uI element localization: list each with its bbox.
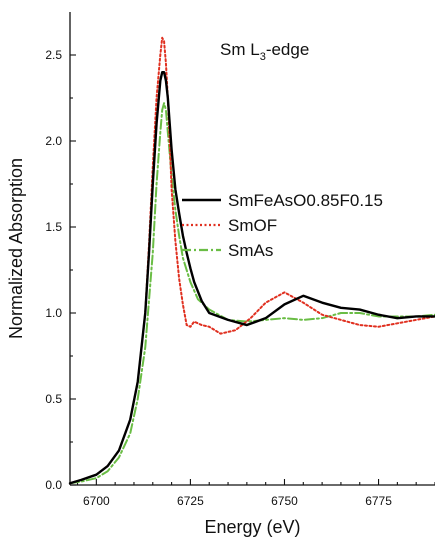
edge-annotation: Sm L3-edge	[220, 40, 309, 63]
y-tick-label: 0.0	[45, 478, 62, 492]
series-line-smfeaso0-85f0-15	[68, 71, 435, 485]
annotation-main: Sm L	[220, 40, 260, 59]
annotation-suffix: -edge	[266, 40, 309, 59]
text-layer: Energy (eV) Normalized Absorption Sm L3-ed…	[6, 40, 309, 537]
x-tick-label: 6775	[365, 494, 392, 508]
legend-label: SmFeAsO0.85F0.15	[228, 191, 383, 210]
series-layer	[68, 36, 435, 485]
y-axis-title: Normalized Absorption	[6, 158, 26, 339]
series-line-smof	[69, 36, 435, 485]
legend-label: SmOF	[228, 216, 277, 235]
axes-layer: 6700 6725 6750 6775 0.0 0.5 1.0 1.5 2.0 2.5	[45, 12, 435, 508]
y-tick-label: 2.0	[45, 134, 62, 148]
annotation-subscript: 3	[260, 51, 266, 63]
x-axis-title: Energy (eV)	[204, 517, 300, 537]
x-tick-label: 6750	[271, 494, 298, 508]
series-line-smas	[69, 102, 435, 485]
y-tick-label: 0.5	[45, 392, 62, 406]
y-tick-label: 2.5	[45, 48, 62, 62]
legend: SmFeAsO0.85F0.15 SmOF SmAs	[182, 191, 383, 260]
y-tick-label: 1.0	[45, 306, 62, 320]
y-tick-label: 1.5	[45, 220, 62, 234]
x-tick-label: 6700	[83, 494, 110, 508]
x-tick-label: 6725	[177, 494, 204, 508]
legend-label: SmAs	[228, 241, 273, 260]
